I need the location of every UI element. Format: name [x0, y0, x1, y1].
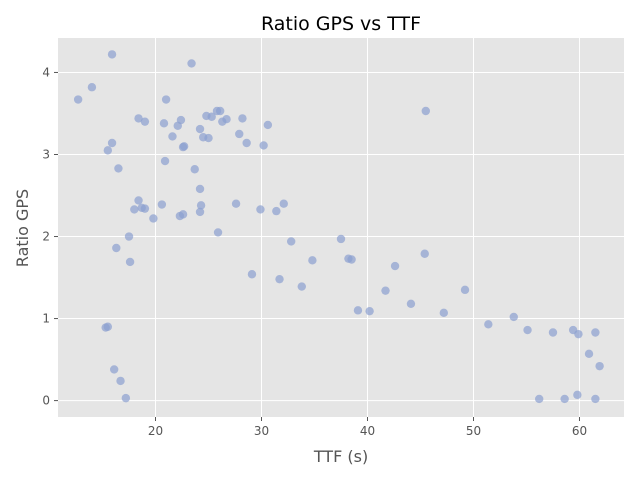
- scatter-point: [149, 214, 158, 223]
- scatter-point: [215, 106, 225, 116]
- scatter-point: [460, 285, 470, 295]
- scatter-point: [130, 205, 139, 214]
- y-tick-label: 4: [42, 65, 50, 79]
- scatter-point: [157, 200, 167, 209]
- scatter-point: [573, 390, 582, 400]
- scatter-point: [140, 117, 150, 126]
- scatter-point: [195, 124, 205, 134]
- scatter-point: [103, 322, 113, 331]
- scatter-point: [279, 199, 288, 208]
- scatter-point: [168, 132, 177, 141]
- scatter-point: [381, 286, 390, 295]
- data-points: [73, 50, 604, 404]
- scatter-point: [365, 306, 374, 316]
- scatter-point: [109, 365, 119, 374]
- scatter-point: [535, 394, 544, 404]
- y-axis-label: Ratio GPS: [13, 189, 32, 267]
- x-tick-label: 20: [148, 424, 163, 438]
- scatter-point: [159, 119, 169, 128]
- scatter-point: [484, 320, 493, 329]
- scatter-point: [87, 83, 97, 92]
- scatter-point: [439, 308, 449, 318]
- scatter-point: [390, 261, 400, 271]
- y-tick-label: 1: [42, 312, 50, 326]
- scatter-point: [256, 205, 265, 214]
- scatter-point: [238, 114, 247, 123]
- scatter-point: [124, 232, 134, 241]
- scatter-point: [308, 256, 317, 265]
- scatter-point: [595, 361, 604, 371]
- scatter-point: [574, 329, 583, 339]
- scatter-point: [196, 201, 206, 210]
- scatter-point: [73, 95, 83, 104]
- scatter-point: [242, 138, 251, 148]
- scatter-point: [420, 249, 429, 258]
- scatter-point: [247, 270, 257, 279]
- scatter-point: [160, 156, 170, 166]
- scatter-point: [179, 142, 189, 151]
- chart-title: Ratio GPS vs TTF: [261, 13, 421, 35]
- y-tick-label: 0: [42, 394, 50, 408]
- scatter-point: [116, 376, 125, 386]
- scatter-point: [548, 328, 558, 337]
- scatter-point: [347, 255, 356, 264]
- scatter-point: [272, 206, 281, 216]
- scatter-point: [178, 210, 188, 219]
- y-tick-label: 2: [42, 230, 50, 244]
- scatter-point: [187, 59, 196, 68]
- x-axis-label: TTF (s): [313, 447, 368, 466]
- scatter-point: [121, 393, 131, 403]
- scatter-point: [275, 274, 284, 284]
- scatter-point: [584, 349, 594, 359]
- scatter-point: [134, 196, 143, 205]
- x-tick-label: 60: [572, 424, 587, 438]
- scatter-point: [125, 257, 135, 267]
- scatter-point: [204, 133, 213, 143]
- x-tick-label: 50: [466, 424, 481, 438]
- scatter-point: [235, 129, 244, 139]
- grid-lines: [58, 38, 624, 417]
- scatter-point: [107, 138, 117, 148]
- scatter-point: [523, 325, 532, 335]
- x-tick-label: 40: [360, 424, 375, 438]
- scatter-point: [421, 106, 430, 116]
- scatter-point: [591, 394, 600, 404]
- scatter-point: [509, 312, 518, 322]
- plot-area: [58, 38, 624, 417]
- scatter-point: [231, 199, 241, 208]
- scatter-point: [114, 164, 123, 173]
- scatter-point: [560, 394, 569, 404]
- scatter-point: [190, 165, 199, 174]
- scatter-point: [195, 207, 205, 217]
- axis-ticks: 20 30 40 50 60 0 1 2 3 4: [42, 65, 587, 438]
- scatter-point: [161, 95, 171, 104]
- scatter-point: [134, 114, 143, 123]
- scatter-point: [107, 50, 117, 59]
- scatter-point: [195, 184, 205, 194]
- scatter-point: [207, 112, 216, 121]
- scatter-point: [259, 141, 268, 150]
- scatter-point: [112, 243, 121, 253]
- scatter-point: [286, 237, 296, 246]
- scatter-point: [336, 234, 346, 244]
- scatter-point: [406, 299, 416, 308]
- scatter-point: [263, 120, 273, 130]
- x-tick-label: 30: [254, 424, 269, 438]
- scatter-point: [591, 328, 600, 337]
- scatter-point: [140, 204, 150, 213]
- scatter-point: [297, 282, 306, 291]
- scatter-point: [213, 228, 223, 237]
- scatter-point: [353, 306, 363, 315]
- scatter-point: [103, 146, 113, 155]
- y-tick-label: 3: [42, 147, 50, 161]
- scatter-point: [222, 115, 231, 124]
- scatter-point: [176, 115, 186, 125]
